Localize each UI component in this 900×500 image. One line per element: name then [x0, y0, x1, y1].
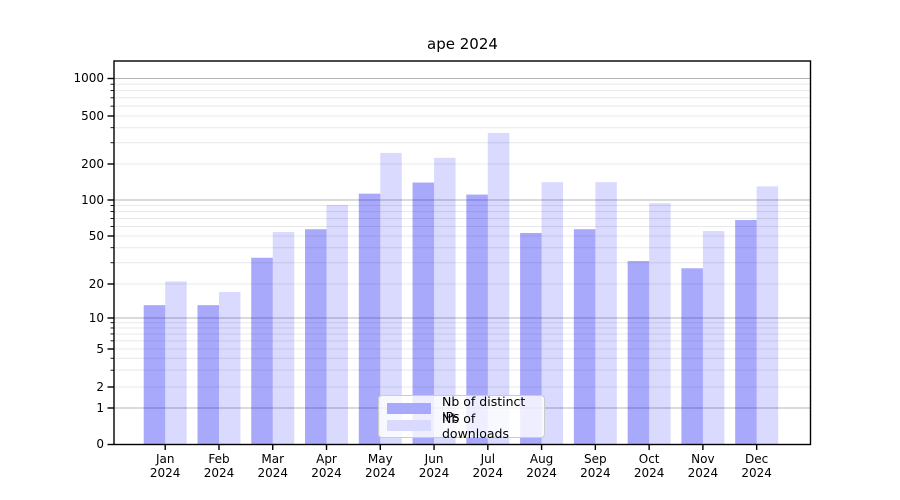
bar-distinct-ips-sep	[573, 229, 596, 445]
y-tick-label-500: 500	[81, 108, 104, 123]
y-tick-label-50: 50	[88, 228, 104, 243]
bar-distinct-ips-oct	[627, 261, 650, 445]
legend-swatch-downloads	[387, 420, 431, 431]
bar-downloads-feb	[218, 291, 241, 445]
y-tick-label-200: 200	[81, 156, 104, 171]
bar-downloads-may	[380, 152, 402, 445]
bar-downloads-nov	[702, 231, 725, 445]
y-tick-label-5: 5	[96, 341, 104, 356]
bar-distinct-ips-apr	[305, 229, 327, 445]
legend: Nb of distinct IPs Nb of downloads	[378, 394, 545, 441]
plot-border	[113, 60, 812, 446]
legend-item-downloads: Nb of downloads	[387, 411, 536, 441]
x-tick-label-jun: Jun 2024	[418, 452, 450, 480]
x-tick-label-nov: Nov 2024	[687, 452, 719, 480]
bar-downloads-jan	[165, 281, 187, 445]
bar-downloads-dec	[756, 186, 779, 445]
bar-distinct-ips-aug	[520, 232, 542, 445]
x-tick-label-feb: Feb 2024	[203, 452, 235, 480]
y-tick-label-2: 2	[96, 379, 104, 394]
chart-title: ape 2024	[427, 35, 498, 53]
x-tick-label-may: May 2024	[364, 452, 396, 480]
legend-label-distinct-ips: Nb of distinct IPs	[442, 393, 526, 424]
x-tick-label-sep: Sep 2024	[580, 452, 611, 480]
bar-downloads-jul	[487, 132, 510, 445]
bar-distinct-ips-jul	[466, 194, 488, 445]
y-tick-label-10: 10	[88, 310, 104, 325]
bar-downloads-oct	[649, 203, 671, 445]
bar-downloads-apr	[326, 204, 349, 445]
bar-downloads-jun	[434, 157, 456, 445]
x-tick-label-jan: Jan 2024	[149, 452, 181, 480]
bar-distinct-ips-jan	[143, 305, 166, 445]
legend-item-distinct-ips: Nb of distinct IPs	[387, 394, 536, 424]
bar-downloads-aug	[541, 182, 564, 445]
x-tick-label-jul: Jul 2024	[472, 452, 504, 480]
x-tick-label-aug: Aug 2024	[526, 452, 557, 480]
x-tick-label-apr: Apr 2024	[311, 452, 342, 480]
x-tick-label-oct: Oct 2024	[633, 452, 665, 480]
bar-downloads-mar	[272, 232, 295, 445]
bar-downloads-sep	[595, 182, 617, 445]
y-tick-label-1: 1	[96, 400, 104, 415]
bar-distinct-ips-mar	[251, 257, 273, 445]
bar-distinct-ips-nov	[681, 268, 703, 445]
y-tick-label-1000: 1000	[73, 71, 104, 85]
legend-swatch-distinct-ips	[387, 403, 431, 414]
y-tick-label-100: 100	[81, 192, 104, 207]
bar-distinct-ips-may	[358, 193, 381, 445]
bar-distinct-ips-feb	[197, 305, 219, 445]
legend-label-downloads: Nb of downloads	[442, 410, 509, 441]
x-tick-label-mar: Mar 2024	[257, 452, 288, 480]
y-tick-label-20: 20	[88, 276, 104, 291]
x-tick-label-dec: Dec 2024	[741, 452, 772, 480]
bar-distinct-ips-dec	[735, 220, 757, 445]
bar-distinct-ips-jun	[412, 182, 435, 445]
y-tick-label-0: 0	[96, 437, 104, 451]
